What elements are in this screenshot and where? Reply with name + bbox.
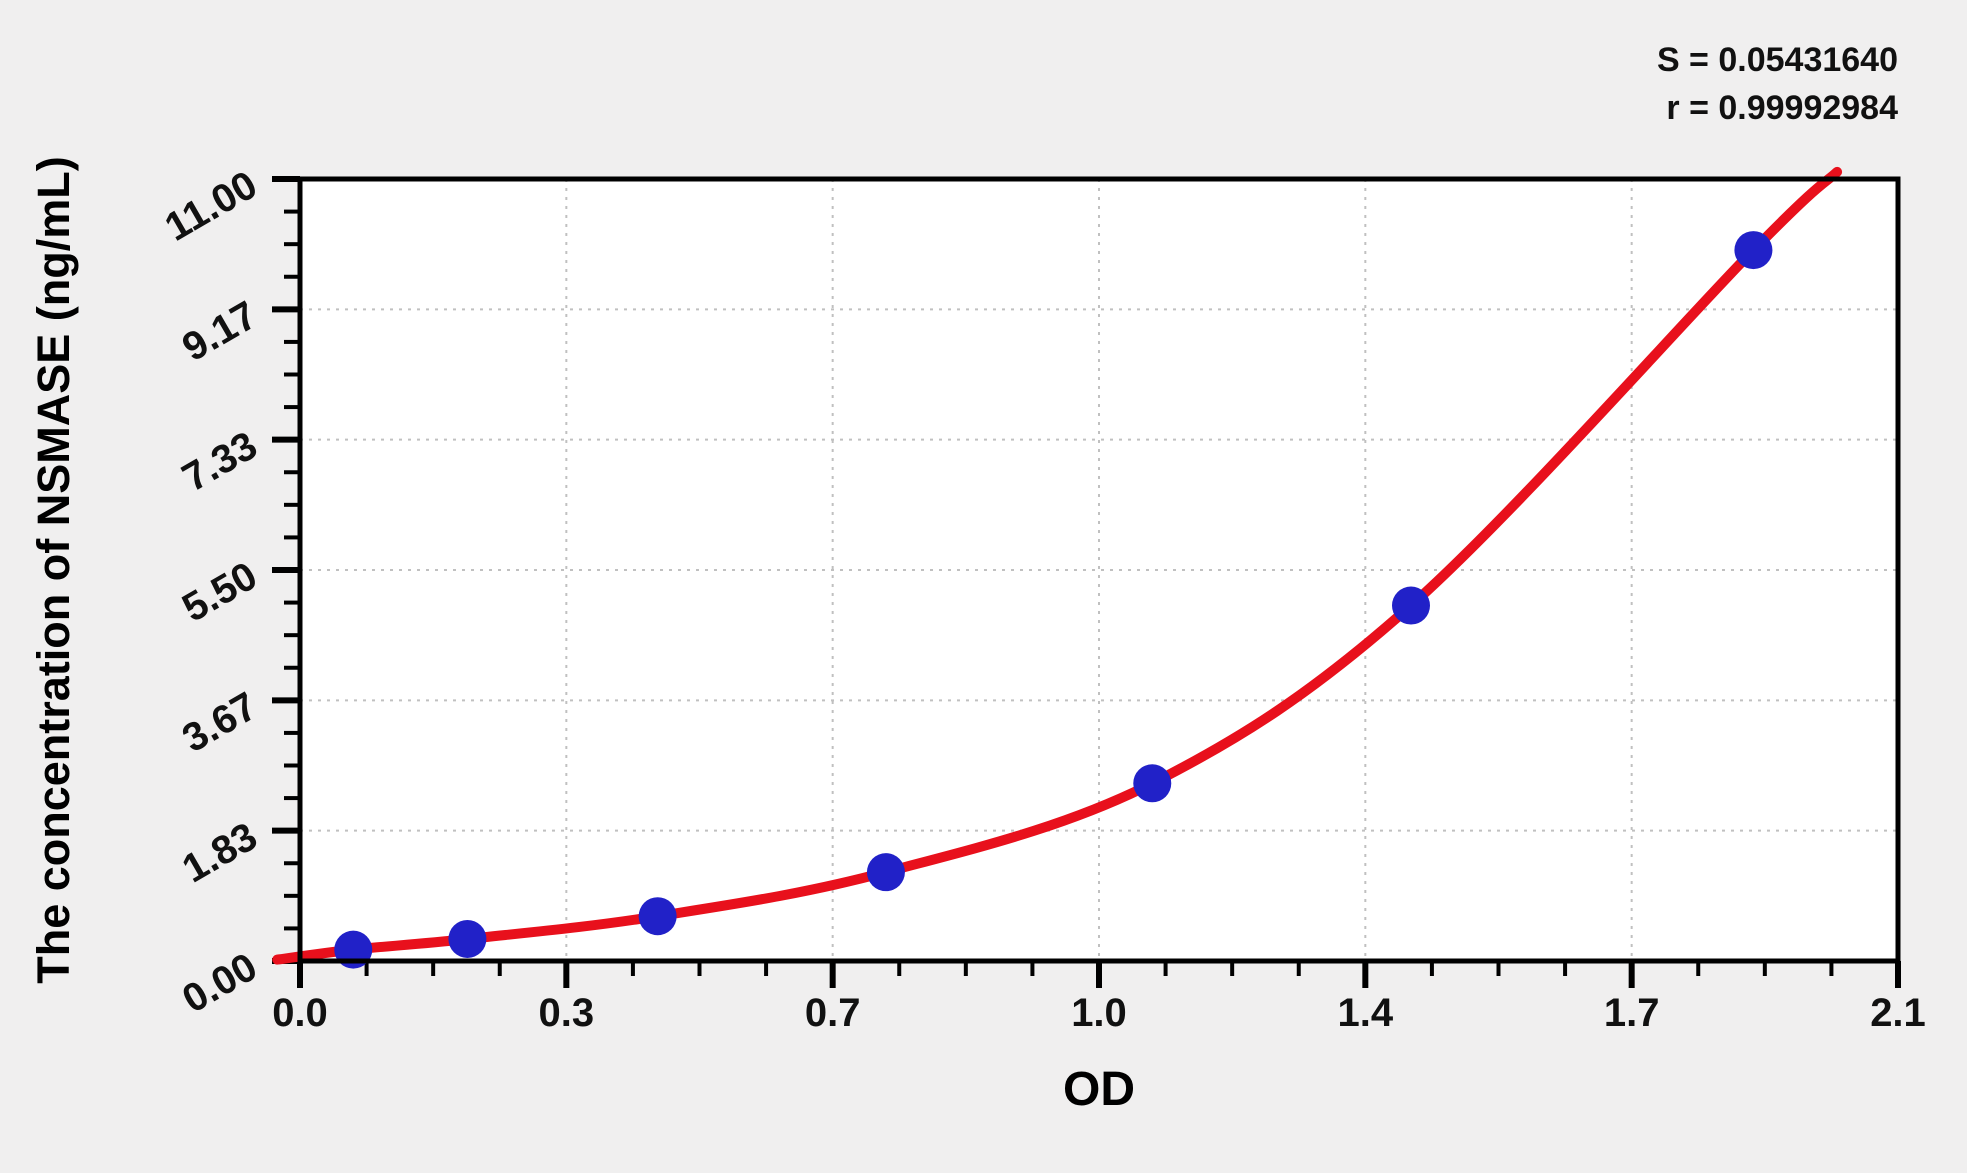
y-tick-label: 0.00	[175, 945, 264, 1022]
x-tick-label: 1.4	[1338, 991, 1394, 1035]
data-point	[1734, 231, 1773, 270]
x-tick-label: 1.7	[1604, 991, 1660, 1035]
stat-s-value: S = 0.05431640	[1656, 41, 1898, 79]
x-tick-label: 1.0	[1071, 991, 1127, 1035]
y-tick-label: 7.33	[175, 423, 264, 500]
x-tick-label: 0.0	[272, 991, 328, 1035]
y-axis-title: The concentration of NSMASE (ng/mL)	[28, 156, 79, 984]
stat-r-value: r = 0.99992984	[1666, 89, 1898, 127]
data-point	[448, 919, 487, 958]
data-point	[1133, 764, 1172, 803]
x-axis-title: OD	[1063, 1063, 1135, 1116]
data-point	[866, 853, 905, 892]
data-point	[638, 897, 677, 936]
x-tick-label: 0.7	[805, 991, 861, 1035]
y-tick-label: 1.83	[175, 814, 264, 891]
y-tick-label: 3.67	[175, 684, 264, 761]
y-tick-label: 5.50	[175, 554, 264, 631]
data-point	[1391, 586, 1430, 625]
axis-frame	[297, 176, 1901, 964]
x-tick-label: 2.1	[1870, 991, 1926, 1035]
x-tick-label: 0.3	[539, 991, 595, 1035]
fit-statistics: S = 0.05431640 r = 0.99992984	[1657, 36, 1898, 132]
plot-background	[300, 179, 1898, 961]
y-tick-label: 9.17	[175, 293, 264, 370]
y-tick-label: 11.00	[158, 163, 265, 250]
